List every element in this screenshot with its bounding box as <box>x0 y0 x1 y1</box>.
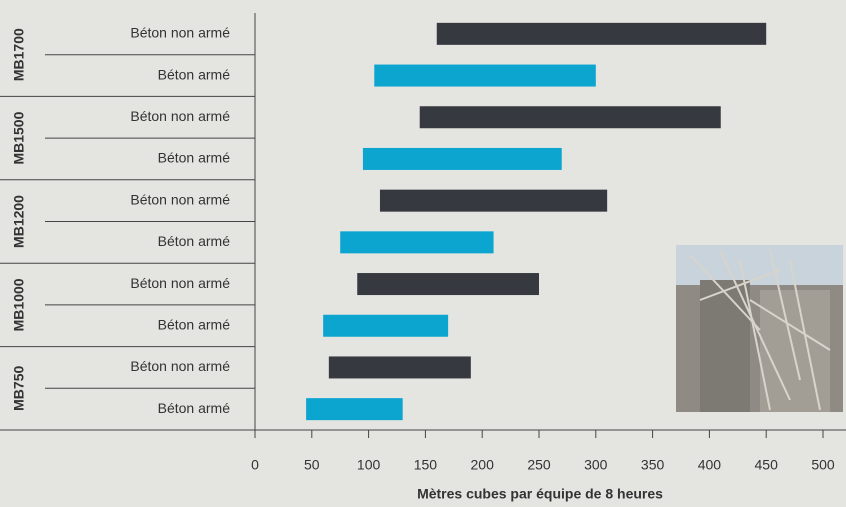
bar <box>436 22 767 45</box>
group-label: MB1700 <box>11 28 27 81</box>
x-tick-label: 0 <box>251 457 259 473</box>
x-tick-label: 100 <box>357 457 381 473</box>
bar <box>328 356 471 379</box>
x-tick-label: 250 <box>527 457 551 473</box>
row-label: Béton non armé <box>130 25 230 41</box>
bar <box>362 147 562 170</box>
bar <box>357 273 539 296</box>
row-label: Béton non armé <box>130 358 230 374</box>
bar <box>323 314 449 337</box>
row-label: Béton armé <box>158 150 231 166</box>
group-label: MB1000 <box>11 278 27 331</box>
x-tick-label: 200 <box>471 457 495 473</box>
row-label: Béton armé <box>158 66 231 82</box>
bar <box>379 189 608 212</box>
row-label: Béton armé <box>158 316 231 332</box>
bar <box>306 398 403 421</box>
group-label: MB750 <box>11 366 27 411</box>
bar <box>340 231 494 254</box>
row-label: Béton armé <box>158 233 231 249</box>
group-label: MB1200 <box>11 195 27 248</box>
x-tick-label: 500 <box>811 457 835 473</box>
bar <box>374 64 596 87</box>
x-tick-label: 50 <box>304 457 320 473</box>
group-label: MB1500 <box>11 111 27 164</box>
x-tick-label: 150 <box>414 457 438 473</box>
bar <box>419 106 721 129</box>
x-tick-label: 450 <box>755 457 779 473</box>
x-tick-label: 300 <box>584 457 608 473</box>
x-tick-label: 350 <box>641 457 665 473</box>
x-tick-label: 400 <box>698 457 722 473</box>
row-label: Béton non armé <box>130 275 230 291</box>
row-label: Béton non armé <box>130 108 230 124</box>
x-axis-title: Mètres cubes par équipe de 8 heures <box>417 486 663 502</box>
photo <box>676 245 843 412</box>
row-label: Béton non armé <box>130 191 230 207</box>
row-label: Béton armé <box>158 400 231 416</box>
